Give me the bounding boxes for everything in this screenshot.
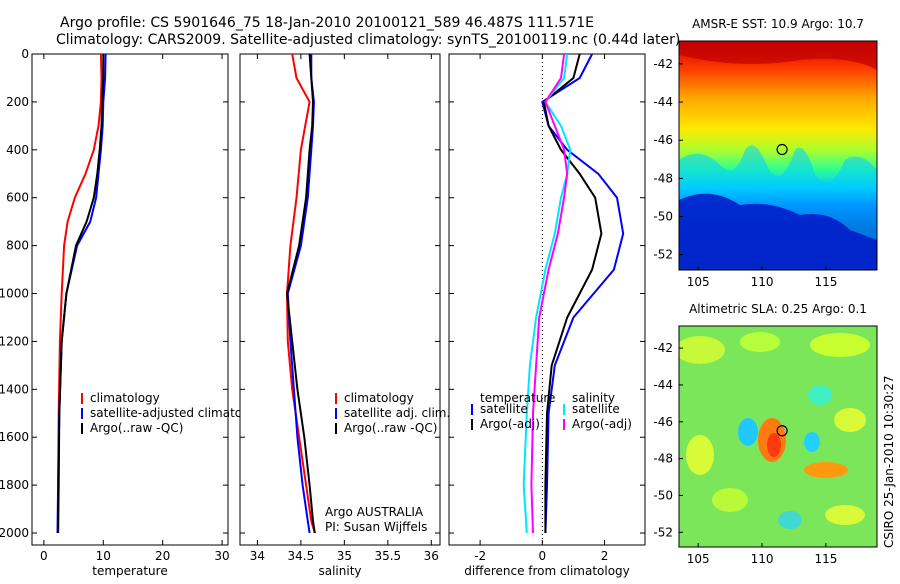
y-tick-label: 1600 [0, 430, 29, 444]
x-tick-label: 30 [214, 549, 229, 563]
x-tick-label: 20 [155, 549, 170, 563]
sst-map-panel: AMSR-E SST: 10.9 Argo: 10.7 105 110 115 -42 -… [653, 17, 878, 289]
legend-label: satellite [480, 402, 528, 416]
y-tick-label: -42 [653, 57, 673, 71]
x-tick-label: 36 [424, 549, 439, 563]
x-tick-label: 0 [539, 549, 547, 563]
argo-position-marker [776, 143, 788, 156]
pi-label: PI: Susan Wijffels [325, 520, 427, 534]
x-tick-label: 105 [687, 275, 710, 289]
x-axis-label: difference from climatology [464, 564, 630, 578]
legend-label: climatology [344, 391, 414, 405]
argo-position-marker [776, 425, 788, 437]
legend-group-label: temperature [480, 391, 555, 405]
y-tick-label: -44 [653, 378, 673, 392]
x-tick-label: 0 [40, 549, 48, 563]
series-line [285, 53, 316, 534]
y-tick-label: -48 [653, 171, 673, 185]
legend-label: climatology [90, 391, 160, 405]
series-line [57, 54, 105, 534]
y-tick-label: -50 [653, 210, 673, 224]
series-line [285, 53, 316, 534]
sla-map-panel: Altimetric SLA: 0.25 Argo: 0.1 105 110 115 -… [653, 302, 878, 566]
y-tick-label: 1400 [0, 382, 29, 396]
y-tick-label: 200 [6, 95, 29, 109]
y-tick-label: -42 [653, 341, 673, 355]
x-tick-label: 10 [96, 549, 111, 563]
x-tick-label: 35.5 [374, 549, 401, 563]
x-tick-label: 115 [814, 552, 837, 566]
y-tick-label: -50 [653, 488, 673, 502]
legend-label: satellite-adjusted climatology [90, 406, 268, 420]
figure-title-line2: Climatology: CARS2009. Satellite-adjuste… [56, 32, 680, 48]
y-tick-label: 1000 [0, 287, 29, 301]
sla-heatmap [679, 326, 877, 547]
x-tick-label: 110 [751, 552, 774, 566]
legend-label: satellite [572, 402, 620, 416]
legend-group-label: salinity [572, 391, 615, 405]
x-tick-label: 115 [814, 275, 837, 289]
x-tick-label: 35 [337, 549, 352, 563]
x-tick-label: 105 [687, 552, 710, 566]
y-tick-label: -46 [653, 133, 673, 147]
salinity-panel: 34 34.5 35 35.5 36 salinity climatologysatelli… [239, 53, 450, 578]
y-tick-label: 2000 [0, 526, 29, 540]
legend-label: satellite adj. clim. [344, 406, 450, 420]
map-title: Altimetric SLA: 0.25 Argo: 0.1 [689, 302, 867, 316]
y-tick-label: 0 [21, 47, 29, 61]
legend-label: Argo(..raw -QC) [90, 421, 183, 435]
x-tick-label: 34.5 [288, 549, 315, 563]
figure-title-line1: Argo profile: CS 5901646_75 18-Jan-2010 … [60, 15, 594, 31]
y-tick-label: -48 [653, 452, 673, 466]
y-tick-label: -52 [653, 525, 673, 539]
x-tick-label: -2 [474, 549, 486, 563]
x-axis-label: temperature [92, 564, 167, 578]
series-line [530, 53, 569, 534]
legend-label: Argo(-adj) [572, 417, 632, 431]
y-tick-label: -52 [653, 248, 673, 262]
y-tick-label: 1800 [0, 478, 29, 492]
plot-frame [31, 53, 229, 546]
y-tick-label: 600 [6, 191, 29, 205]
legend-label: Argo(..raw -QC) [344, 421, 437, 435]
x-tick-label: 2 [601, 549, 609, 563]
series-line [542, 53, 603, 533]
y-tick-label: 400 [6, 143, 29, 157]
map-title: AMSR-E SST: 10.9 Argo: 10.7 [692, 17, 864, 31]
series-line [541, 53, 625, 534]
plot-frame [239, 53, 441, 546]
y-tick-label: -44 [653, 95, 673, 109]
legend-label: Argo(-adj) [480, 417, 540, 431]
x-tick-label: 110 [751, 275, 774, 289]
y-tick-label: -46 [653, 415, 673, 429]
argo-australia-label: Argo AUSTRALIA [325, 505, 424, 519]
timestamp-credit: CSIRO 25-Jan-2010 10:30:27 [882, 376, 896, 548]
y-tick-label: 1200 [0, 334, 29, 348]
x-axis-label: salinity [318, 564, 361, 578]
x-tick-label: 34 [250, 549, 265, 563]
sst-heatmap [679, 41, 877, 270]
temperature-panel: 0 10 20 30 0 200 400 600 800 1000 1200 1400 1600 1800… [0, 47, 268, 578]
y-tick-label: 800 [6, 239, 29, 253]
